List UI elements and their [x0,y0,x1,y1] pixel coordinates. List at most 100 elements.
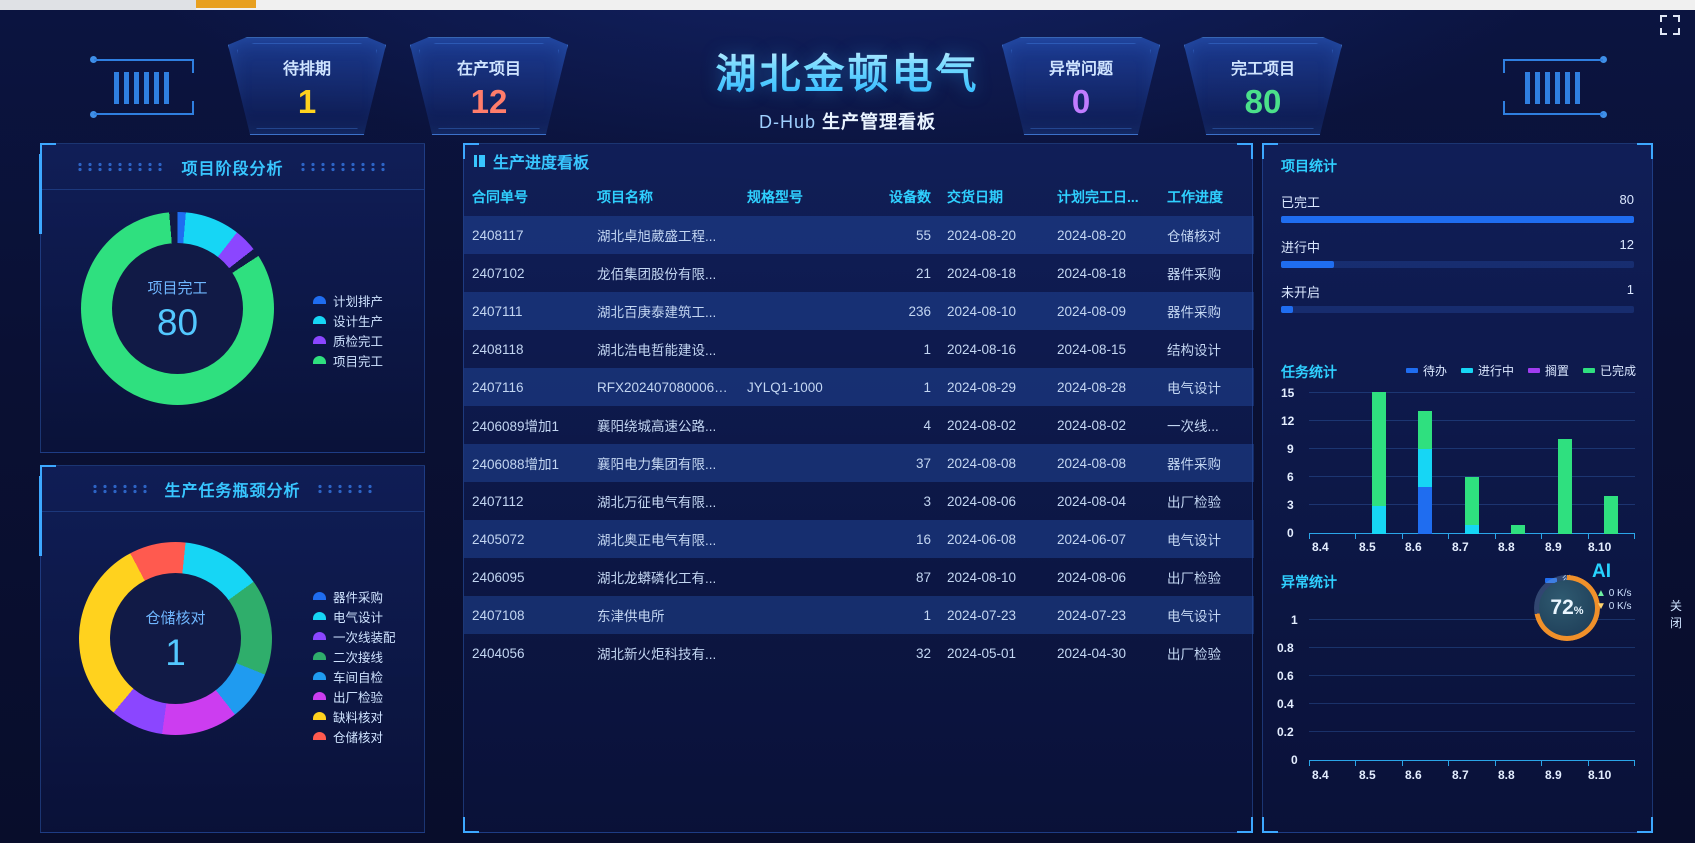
cell-delivery: 2024-08-06 [947,493,1017,509]
table-row[interactable]: 2406089增加1 襄阳绕城高速公路... 4 2024-08-02 2024… [464,406,1254,444]
x-tick-label: 8.5 [1359,768,1376,782]
legend-item[interactable]: 车间自检 [313,666,396,686]
ai-assistant-widget[interactable]: 72% AI ▲ 0 K/s ▼ 0 K/s 关闭 [1534,561,1682,641]
table-row[interactable]: 2406095 湖北龙蟒磷化工有... 87 2024-08-10 2024-0… [464,558,1254,596]
ai-close-button[interactable]: 关闭 [1670,599,1683,630]
legend-label: 进行中 [1477,364,1514,378]
legend-marker-icon [313,356,326,364]
legend-item[interactable]: 已完成 [1582,362,1636,379]
legend-item[interactable]: 器件采购 [313,586,396,606]
cell-progress: 仓储核对 [1167,229,1221,244]
table-row[interactable]: 2408117 湖北卓旭葳盛工程... 55 2024-08-20 2024-0… [464,216,1254,254]
cell-qty: 16 [915,531,931,547]
legend-item[interactable]: 二次接线 [313,646,396,666]
stat-row-inprogress[interactable]: 进行中 12 [1281,237,1634,268]
legend-item[interactable]: 电气设计 [313,606,396,626]
cell-delivery: 2024-07-23 [947,607,1017,623]
kpi-completed-projects[interactable]: 完工项目 80 [1184,37,1342,135]
col-progress[interactable]: 工作进度 [1167,189,1223,205]
cell-plan: 2024-08-15 [1057,341,1127,357]
table-row[interactable]: 2405072 湖北奥正电气有限... 16 2024-06-08 2024-0… [464,520,1254,558]
col-project[interactable]: 项目名称 [597,189,653,205]
col-plan[interactable]: 计划完工日... [1057,189,1139,205]
project-stats-title: 项目统计 [1281,158,1337,174]
legend-item[interactable]: 质检完工 [313,330,383,350]
dots-decor-left [75,161,168,172]
legend-item[interactable]: 项目完工 [313,350,383,370]
panel-header: 生产任务瓶颈分析 [41,466,424,512]
table-row[interactable]: 2407102 龙佰集团股份有限... 21 2024-08-18 2024-0… [464,254,1254,292]
col-qty[interactable]: 设备数 [889,189,931,205]
bars-icon [474,155,485,167]
bottleneck-panel: 生产任务瓶颈分析 仓储核对 1 器件采购 电气设计 一次线装配 [39,465,425,833]
legend-item[interactable]: 设计生产 [313,310,383,330]
legend-item[interactable]: 一次线装配 [313,626,396,646]
cell-delivery: 2024-08-20 [947,227,1017,243]
cell-delivery: 2024-08-18 [947,265,1017,281]
legend-item[interactable]: 待办 [1405,362,1447,379]
kpi-abnormal-issues[interactable]: 异常问题 0 [1002,37,1160,135]
legend-marker-icon [313,296,326,304]
table-row[interactable]: 2407116 RFX2024070800061... JYLQ1-1000 1… [464,368,1254,406]
cell-contract: 2406089增加1 [472,419,560,434]
legend-marker-icon [313,612,326,620]
task-stats-chart: 任务统计 待办 进行中 搁置 已完成 15 12 9 6 [1263,362,1654,562]
bar-8-5[interactable] [1372,392,1386,534]
bar-8-10[interactable] [1604,496,1618,534]
bar-8-7[interactable] [1465,477,1479,534]
x-tick-label: 8.10 [1588,768,1612,782]
cell-delivery: 2024-08-08 [947,455,1017,471]
table-row[interactable]: 2408118 湖北浩电哲能建设... 1 2024-08-16 2024-08… [464,330,1254,368]
panel-title: 项目阶段分析 [181,160,284,178]
cell-progress: 电气设计 [1167,381,1221,396]
kpi-pending-schedule[interactable]: 待排期 1 [228,37,386,135]
project-stage-donut[interactable]: 项目完工 80 [81,212,274,405]
bar-8-9[interactable] [1558,439,1572,534]
y-tick-label: 3 [1287,498,1294,512]
bottleneck-donut[interactable]: 仓储核对 1 [79,542,272,735]
stat-row-completed[interactable]: 已完工 80 [1281,192,1634,223]
table-row[interactable]: 2407112 湖北万征电气有限... 3 2024-08-06 2024-08… [464,482,1254,520]
legend-item[interactable]: 出厂检验 [313,686,396,706]
table-row[interactable]: 2406088增加1 襄阳电力集团有限... 37 2024-08-08 202… [464,444,1254,482]
legend-label: 搁置 [1544,364,1569,378]
col-model[interactable]: 规格型号 [747,189,803,205]
kpi-label: 完工项目 [1230,61,1295,78]
x-tick-label: 8.6 [1405,540,1422,554]
legend-item[interactable]: 缺料核对 [313,706,396,726]
stat-bar-fill [1281,306,1294,313]
cell-plan: 2024-08-06 [1057,569,1127,585]
stage-donut-wrap: 项目完工 80 计划排产 设计生产 质检完工 项目完工 [41,190,424,445]
cell-model [739,216,864,254]
cell-model [739,520,864,558]
corner-decor [1637,817,1653,833]
cell-project: 湖北浩电哲能建设... [597,343,717,358]
legend-label: 计划排产 [333,294,384,309]
stat-row-notstarted[interactable]: 未开启 1 [1281,282,1634,313]
cell-qty: 4 [923,417,931,433]
legend-item[interactable]: 计划排产 [313,290,383,310]
cell-progress: 出厂检验 [1167,647,1221,662]
ai-core[interactable]: 72% [1539,580,1595,636]
x-tick-label: 8.9 [1545,540,1562,554]
legend-item[interactable]: 搁置 [1527,362,1569,379]
bar-8-6[interactable] [1418,410,1432,534]
table-row[interactable]: 2407111 湖北百庚泰建筑工... 236 2024-08-10 2024-… [464,292,1254,330]
production-progress-panel: 生产进度看板 合同单号 项目名称 规格型号 设备数 交货日期 计划完工日... … [463,143,1254,833]
col-delivery[interactable]: 交货日期 [947,189,1003,205]
corner-decor [40,465,56,481]
legend-label: 一次线装配 [333,630,396,645]
legend-item[interactable]: 仓储核对 [313,726,396,746]
kpi-in-production[interactable]: 在产项目 12 [410,37,568,135]
table-row[interactable]: 2404056 湖北新火炬科技有... 32 2024-05-01 2024-0… [464,634,1254,672]
legend-marker-icon [1582,368,1595,373]
bar-8-8[interactable] [1511,524,1525,534]
col-contract[interactable]: 合同单号 [472,189,528,205]
kpi-value: 80 [1244,83,1282,120]
cell-qty: 87 [915,569,931,585]
table-row[interactable]: 2407108 东津供电所 1 2024-07-23 2024-07-23 电气… [464,596,1254,634]
cell-contract: 2407116 [472,379,524,395]
legend-item[interactable]: 进行中 [1460,362,1514,379]
expand-icon[interactable] [1659,14,1681,36]
dots-decor-right [314,483,375,494]
